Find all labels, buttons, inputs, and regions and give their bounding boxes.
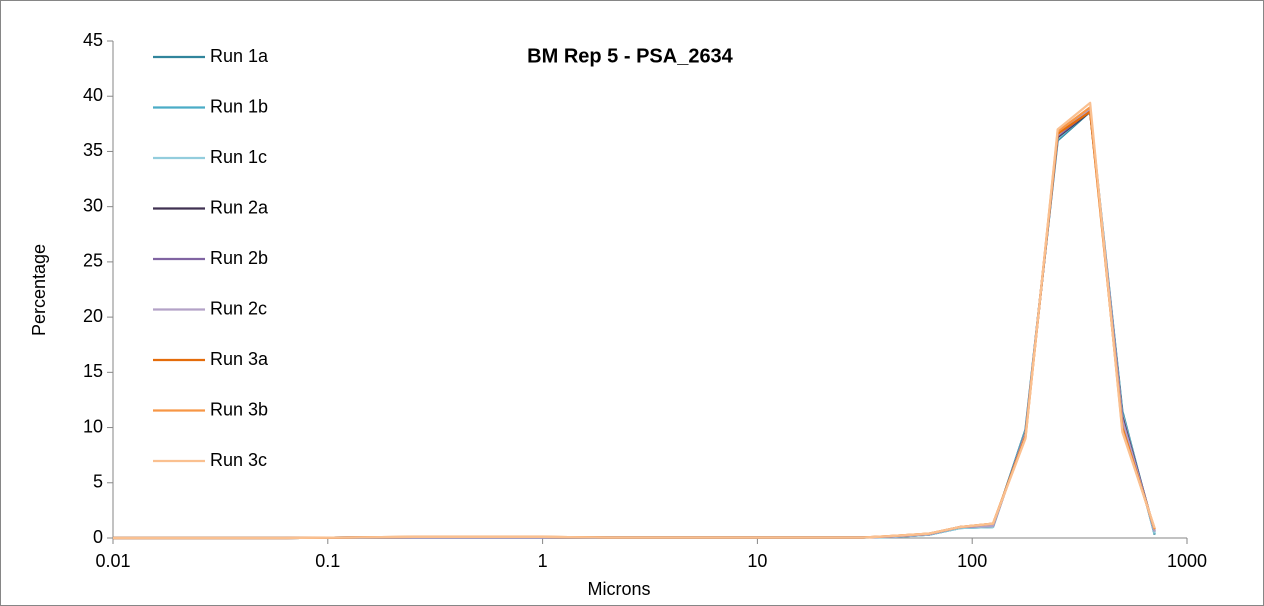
legend-label: Run 3b bbox=[210, 399, 268, 419]
legend-label: Run 1c bbox=[210, 147, 267, 167]
x-tick-label: 0.1 bbox=[315, 551, 340, 571]
y-tick-label: 20 bbox=[83, 306, 103, 326]
x-tick-label: 100 bbox=[957, 551, 987, 571]
y-tick-label: 35 bbox=[83, 140, 103, 160]
y-tick-label: 45 bbox=[83, 30, 103, 50]
y-tick-label: 25 bbox=[83, 251, 103, 271]
legend-label: Run 3c bbox=[210, 450, 267, 470]
legend-label: Run 1b bbox=[210, 96, 268, 116]
y-tick-label: 0 bbox=[93, 527, 103, 547]
legend-label: Run 2c bbox=[210, 298, 267, 318]
y-tick-label: 5 bbox=[93, 472, 103, 492]
y-axis-label: Percentage bbox=[29, 244, 49, 336]
x-tick-label: 1000 bbox=[1167, 551, 1207, 571]
legend-label: Run 2a bbox=[210, 197, 269, 217]
legend-label: Run 2b bbox=[210, 248, 268, 268]
chart-title: BM Rep 5 - PSA_2634 bbox=[527, 45, 734, 67]
y-tick-label: 10 bbox=[83, 416, 103, 436]
y-tick-label: 40 bbox=[83, 85, 103, 105]
legend-label: Run 1a bbox=[210, 46, 269, 66]
y-tick-label: 15 bbox=[83, 361, 103, 381]
x-tick-label: 10 bbox=[747, 551, 767, 571]
x-tick-label: 0.01 bbox=[95, 551, 130, 571]
legend-label: Run 3a bbox=[210, 349, 269, 369]
x-axis-label: Microns bbox=[587, 579, 650, 599]
x-tick-label: 1 bbox=[538, 551, 548, 571]
y-tick-label: 30 bbox=[83, 195, 103, 215]
series-line bbox=[113, 101, 1156, 540]
